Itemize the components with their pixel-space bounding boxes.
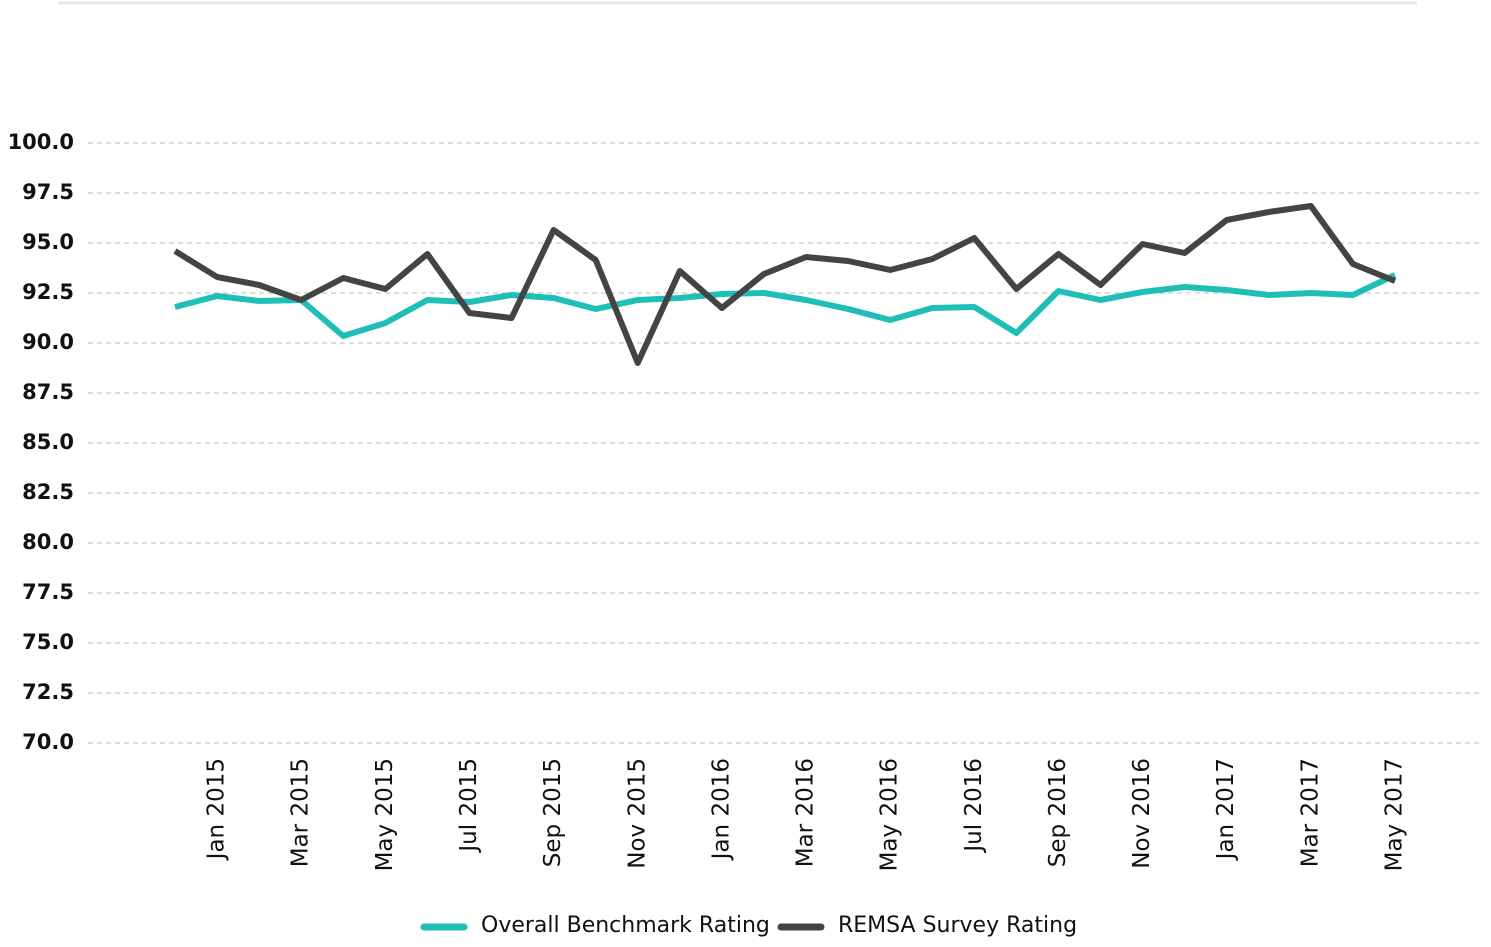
y-tick-label: 90.0 xyxy=(22,330,74,354)
legend-label: REMSA Survey Rating xyxy=(838,913,1077,938)
series-line xyxy=(174,272,1397,339)
y-tick-label: 72.5 xyxy=(22,680,74,704)
x-tick-label: May 2015 xyxy=(372,758,398,871)
y-tick-label: 97.5 xyxy=(22,180,74,204)
y-tick-label: 77.5 xyxy=(22,580,74,604)
series-line xyxy=(173,203,1397,366)
x-tick-label: Jan 2015 xyxy=(204,758,230,861)
x-tick-label: May 2016 xyxy=(877,758,903,871)
x-tick-label: Jul 2015 xyxy=(456,758,482,854)
x-tick-label: Mar 2015 xyxy=(288,758,314,867)
y-tick-label: 87.5 xyxy=(22,380,74,404)
x-tick-label: Nov 2016 xyxy=(1129,758,1155,869)
legend-label: Overall Benchmark Rating xyxy=(481,913,770,938)
x-tick-label: Mar 2017 xyxy=(1297,758,1323,867)
y-tick-label: 70.0 xyxy=(22,730,74,754)
y-tick-label: 100.0 xyxy=(8,130,74,154)
y-tick-label: 75.0 xyxy=(22,630,74,654)
x-tick-label: Jan 2017 xyxy=(1213,758,1239,861)
x-tick-label: Mar 2016 xyxy=(793,758,819,867)
x-tick-label: Sep 2015 xyxy=(540,758,566,867)
y-tick-label: 80.0 xyxy=(22,530,74,554)
y-tick-label: 82.5 xyxy=(22,480,74,504)
x-tick-label: Sep 2016 xyxy=(1045,758,1071,867)
x-tick-label: Nov 2015 xyxy=(624,758,650,869)
x-tick-label: May 2017 xyxy=(1382,758,1408,871)
y-tick-label: 85.0 xyxy=(22,430,74,454)
x-tick-label: Jan 2016 xyxy=(708,758,734,861)
y-tick-label: 92.5 xyxy=(22,280,74,304)
y-tick-label: 95.0 xyxy=(22,230,74,254)
x-tick-label: Jul 2016 xyxy=(961,758,987,854)
